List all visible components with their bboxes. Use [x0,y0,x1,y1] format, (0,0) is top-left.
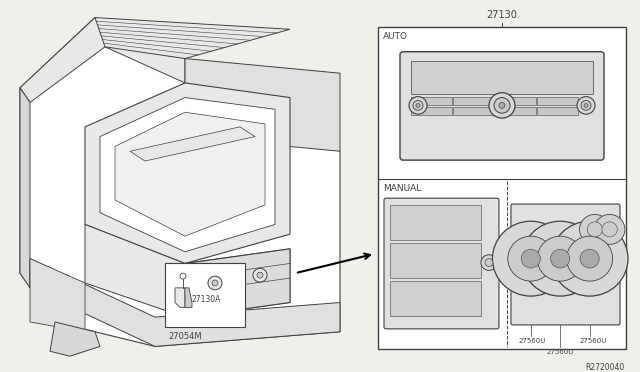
Polygon shape [100,97,275,252]
Circle shape [416,103,420,108]
Polygon shape [95,17,290,58]
Circle shape [550,249,570,268]
Circle shape [595,214,625,244]
Circle shape [588,222,603,237]
Circle shape [602,222,617,237]
Polygon shape [85,83,290,263]
Text: 27130: 27130 [486,10,517,20]
Polygon shape [20,88,30,288]
Bar [495,107,536,115]
Bar [378,27,626,349]
Bar [411,97,452,105]
Text: 27560U: 27560U [546,349,573,355]
Bar [411,107,452,115]
Polygon shape [30,259,85,332]
Polygon shape [50,322,100,356]
Circle shape [577,97,595,114]
Bar [495,97,536,105]
Text: AUTO: AUTO [383,32,408,41]
Text: 27560U: 27560U [580,338,607,344]
Text: 27054M: 27054M [168,332,202,341]
FancyBboxPatch shape [384,198,499,329]
Bar [537,97,578,105]
Text: MANUAL: MANUAL [383,183,421,193]
Circle shape [580,214,610,244]
FancyBboxPatch shape [400,52,604,160]
Polygon shape [20,17,185,102]
Circle shape [489,93,515,118]
Bar [453,97,494,105]
Circle shape [522,221,598,296]
Bar [537,107,578,115]
Circle shape [508,236,554,281]
Circle shape [584,103,588,108]
Circle shape [581,100,591,110]
Text: 27130A: 27130A [191,295,220,304]
Circle shape [494,97,510,113]
Polygon shape [185,288,192,307]
Circle shape [537,236,583,281]
Circle shape [212,280,218,286]
Polygon shape [130,127,255,161]
Polygon shape [185,58,340,151]
Circle shape [580,249,599,268]
Bar [453,107,494,115]
FancyBboxPatch shape [511,204,620,325]
Polygon shape [85,224,290,317]
Polygon shape [115,112,265,236]
Circle shape [566,236,612,281]
Circle shape [257,272,263,278]
Circle shape [499,102,505,108]
Circle shape [551,221,628,296]
Polygon shape [30,259,340,346]
Circle shape [492,221,569,296]
Polygon shape [20,17,340,346]
Circle shape [208,276,222,290]
Text: R2720040: R2720040 [585,363,624,372]
Text: 27560U: 27560U [519,338,546,344]
Bar [390,205,481,240]
Circle shape [180,273,186,279]
Bar [390,243,481,278]
Circle shape [409,97,427,114]
Circle shape [253,268,267,282]
Bar [165,263,245,327]
Circle shape [481,255,497,270]
Circle shape [485,259,493,266]
Bar [390,281,481,316]
Circle shape [521,249,540,268]
Polygon shape [185,249,290,317]
Circle shape [413,100,423,110]
Bar [411,61,593,94]
Polygon shape [175,288,185,307]
